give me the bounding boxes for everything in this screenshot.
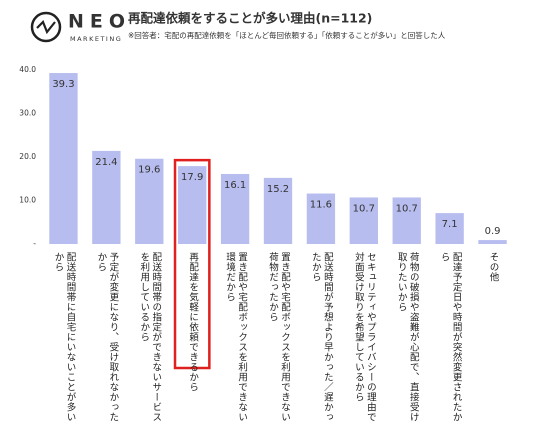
bar bbox=[478, 240, 507, 244]
bar bbox=[349, 197, 378, 244]
x-tick-label: 置き配や宅配ボックスを利用できない環境だから bbox=[224, 252, 248, 422]
logo-icon bbox=[30, 11, 62, 43]
value-label: 19.6 bbox=[138, 165, 160, 176]
highlight-box bbox=[173, 158, 211, 370]
y-tick-label: 20.0 bbox=[19, 152, 36, 161]
x-tick-label: 荷物の破損や盗難が心配で、直接受け取りたいから bbox=[395, 252, 419, 422]
bar bbox=[92, 150, 121, 244]
bar bbox=[392, 197, 421, 244]
logo-icon-wave bbox=[36, 20, 56, 35]
x-tick-label: 置き配や宅配ボックスを利用できない荷物だったから bbox=[267, 252, 290, 422]
x-tick-label: 再配達を気軽に依頼できるから bbox=[187, 252, 199, 392]
bar bbox=[220, 173, 250, 244]
value-label: 39.3 bbox=[52, 79, 74, 90]
value-label: 10.7 bbox=[396, 203, 418, 214]
y-tick-label: 10.0 bbox=[19, 196, 36, 205]
chart-subtitle: ※回答者：宅配の再配達依頼を「ほとんど毎回依頼する」「依頼することが多い」と回答… bbox=[128, 30, 446, 40]
bar bbox=[263, 177, 293, 244]
value-label: 17.9 bbox=[181, 172, 203, 183]
x-tick-label: 配送時間帯に自宅にいないことが多いから bbox=[52, 252, 76, 422]
y-tick-label: 40.0 bbox=[19, 65, 36, 74]
bar bbox=[306, 193, 336, 244]
value-label: 7.1 bbox=[442, 219, 458, 230]
x-tick-label: セキュリティやプライバシーの理由で対面受け取りを希望しているから bbox=[352, 252, 376, 422]
bar bbox=[49, 73, 78, 244]
value-label: 21.4 bbox=[95, 157, 117, 168]
x-tick-label: 予定が変更になり、受け取れなかったから bbox=[95, 252, 119, 422]
bar bbox=[135, 158, 164, 244]
value-label: 15.2 bbox=[267, 184, 289, 195]
value-label: 16.1 bbox=[224, 180, 246, 191]
value-label: 0.9 bbox=[485, 226, 501, 237]
x-tick-label: 配送時間が予想より早かった／遅かったから bbox=[309, 252, 333, 422]
value-label: 10.7 bbox=[353, 203, 375, 214]
x-tick-label: その他 bbox=[487, 252, 499, 282]
value-label: 11.6 bbox=[310, 200, 332, 211]
logo-sub: MARKETING bbox=[70, 35, 122, 43]
x-tick-label: 配達予定日や時間が突然変更されたから bbox=[438, 252, 462, 422]
y-tick-label: 30.0 bbox=[19, 109, 36, 118]
bar bbox=[178, 166, 207, 244]
bar bbox=[435, 213, 464, 244]
x-tick-label: 配送時間帯の指定ができないサービスを利用しているから bbox=[138, 252, 162, 422]
chart-title: 再配達依頼をすることが多い理由(n=112) bbox=[128, 11, 372, 26]
y-tick-label: - bbox=[33, 239, 36, 248]
logo-name: NEO bbox=[68, 11, 131, 33]
